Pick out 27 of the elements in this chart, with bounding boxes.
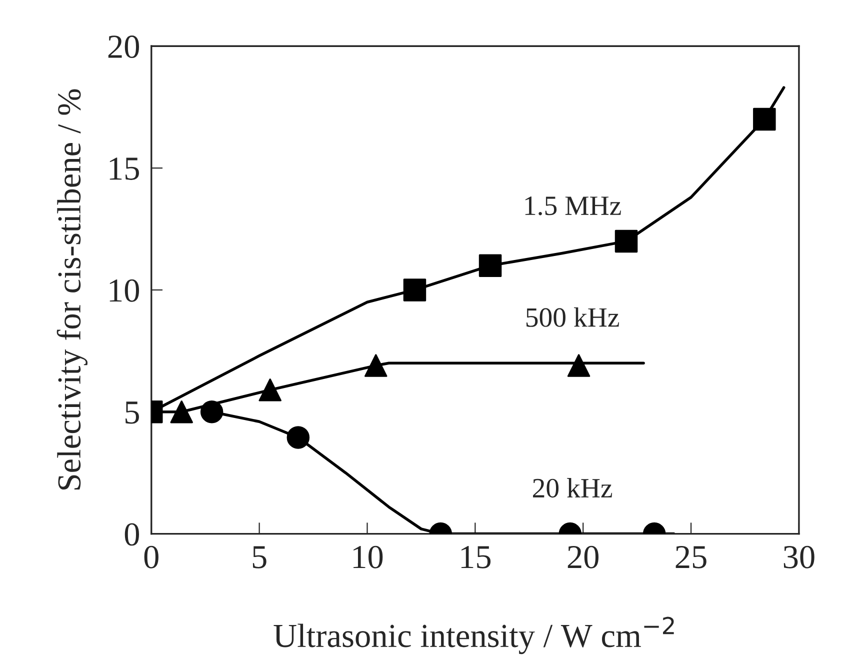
point [286, 426, 310, 449]
x-axis-title: Ultrasonic intensity / W cm$^{−2}$ [274, 616, 674, 654]
point [364, 354, 388, 377]
point [478, 254, 502, 277]
y-tick-label: 10 [110, 279, 139, 302]
point [753, 108, 776, 131]
x-tick-label: 30 [784, 546, 814, 568]
series-label: 1.5 MHz [525, 196, 621, 216]
point [200, 400, 224, 424]
y-tick-label: 20 [108, 36, 139, 58]
point [170, 400, 193, 424]
y-tick-label: 0 [124, 523, 139, 546]
y-tick-label: 15 [110, 158, 139, 180]
point [567, 354, 590, 377]
x-tick-label: 25 [676, 546, 706, 568]
series-label: 20 kHz [533, 478, 612, 498]
x-tick-label: 10 [354, 546, 383, 568]
point [403, 278, 426, 302]
x-tick-label: 20 [568, 546, 598, 568]
series-label: 500 kHz [526, 307, 619, 327]
point [614, 230, 638, 253]
point [258, 378, 282, 402]
y-tick-label: 5 [126, 402, 139, 424]
x-tick-label: 15 [461, 546, 491, 568]
x-tick-label: 5 [252, 546, 266, 568]
x-tick-label: 0 [144, 546, 158, 568]
y-axis-title: Selectivity for cis-stilbene / % [56, 89, 88, 490]
